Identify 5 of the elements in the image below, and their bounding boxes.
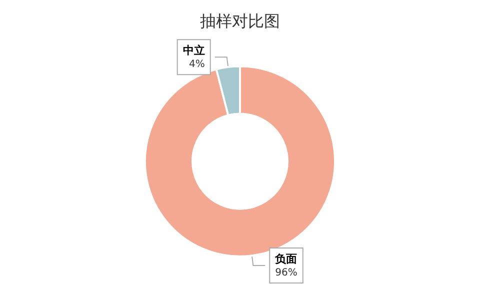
data-label: 4% <box>188 59 205 70</box>
slice-label: 中立 <box>182 44 205 58</box>
chart-title: 抽样对比图 <box>200 12 280 30</box>
data-label: 96% <box>275 267 298 278</box>
slice-label: 负面 <box>274 252 298 266</box>
